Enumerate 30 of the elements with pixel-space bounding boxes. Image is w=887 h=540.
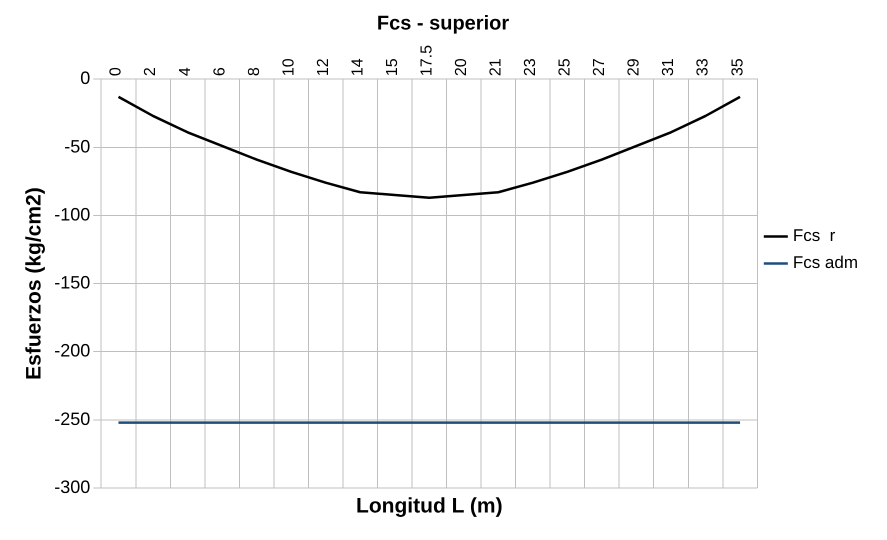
x-tick-label: 14: [349, 58, 366, 76]
x-tick-label: 0: [108, 67, 125, 76]
y-tick-label: -200: [54, 340, 90, 361]
legend-label: Fcs r: [792, 226, 836, 246]
x-tick-label: 20: [453, 58, 470, 76]
y-tick-label: -250: [54, 408, 90, 429]
x-tick-label: 35: [729, 58, 746, 76]
x-tick-label: 15: [384, 58, 401, 76]
x-tick-label: 25: [556, 58, 574, 76]
y-tick-label: -100: [54, 204, 90, 224]
x-tick-label: 10: [280, 58, 298, 76]
y-tick-label: -50: [64, 136, 90, 156]
x-tick-label: 2: [142, 67, 160, 76]
chart-title: Fcs - superior: [376, 12, 510, 35]
y-axis-title: Esfuerzos (kg/cm2): [22, 187, 46, 380]
x-tick-label: 29: [626, 58, 643, 76]
y-tick-label: -300: [54, 476, 90, 497]
x-tick-label: 27: [591, 58, 608, 76]
x-tick-label: 21: [488, 58, 505, 76]
x-tick-label: 8: [246, 67, 263, 76]
x-tick-label: 33: [694, 58, 712, 76]
x-axis-title: Longitud L (m): [356, 494, 503, 518]
x-tick-label: 4: [176, 67, 194, 76]
x-tick-label: 23: [522, 58, 540, 76]
x-tick-label: 17.5: [418, 44, 436, 76]
legend-label: Fcs adm: [792, 253, 858, 272]
x-tick-label: 31: [660, 58, 678, 76]
x-tick-label: 6: [211, 67, 228, 76]
x-tick-label: 12: [314, 58, 332, 76]
y-tick-label: -150: [54, 272, 90, 293]
